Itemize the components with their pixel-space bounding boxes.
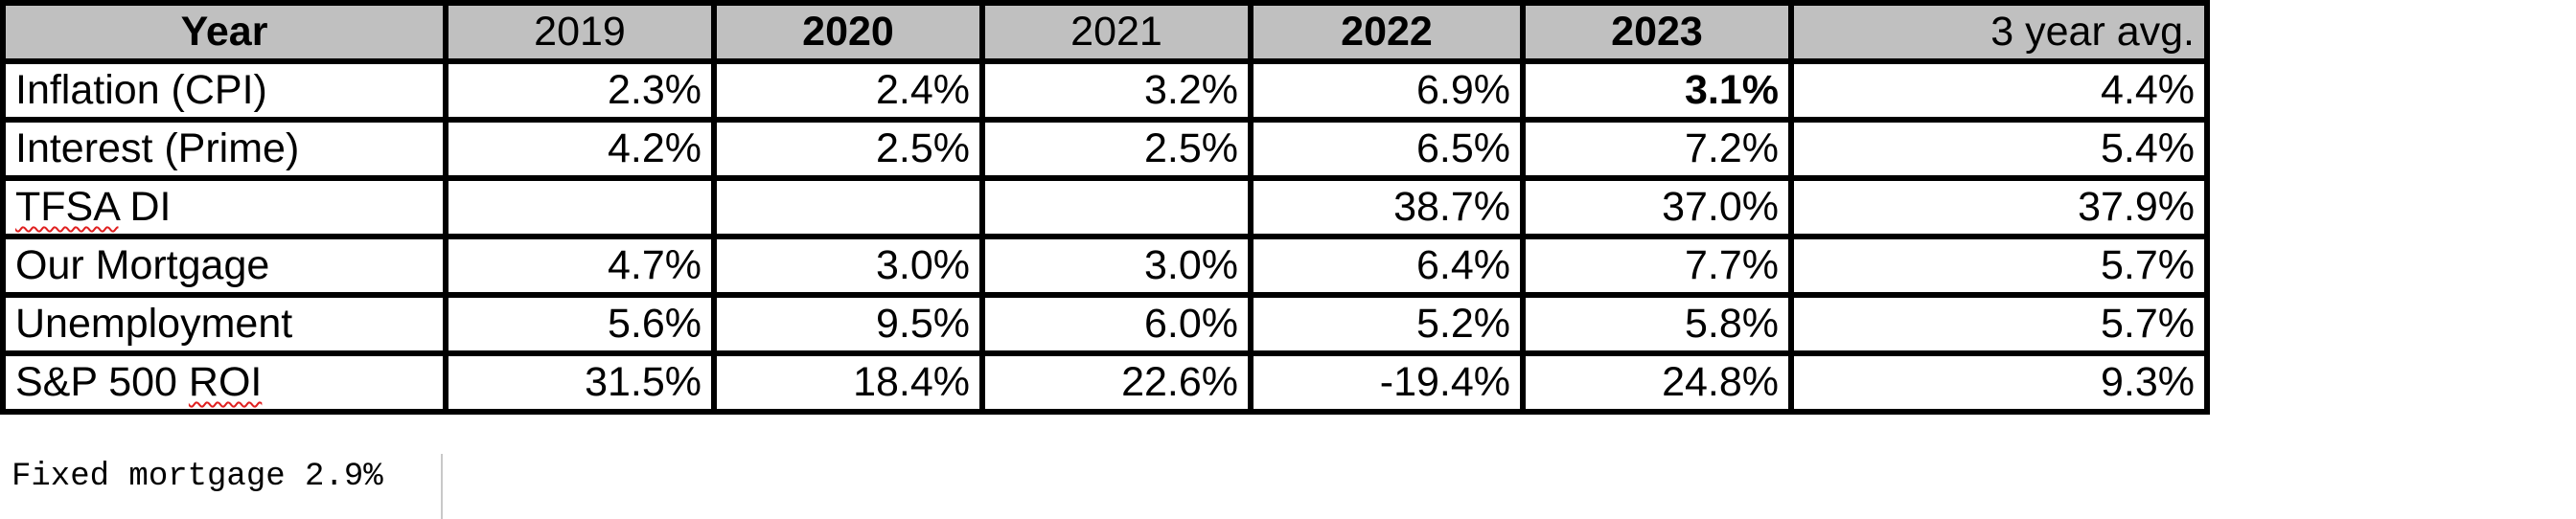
table-row: Unemployment 5.6% 9.5% 6.0% 5.2% 5.8% 5.… bbox=[0, 292, 2210, 356]
table-cell[interactable]: 9.5% bbox=[711, 292, 985, 356]
table-cell[interactable]: 4.2% bbox=[443, 117, 717, 181]
table-cell[interactable] bbox=[979, 175, 1254, 239]
table-cell[interactable]: 4.4% bbox=[1788, 58, 2210, 123]
table-cell[interactable]: 4.7% bbox=[443, 234, 717, 298]
table-cell[interactable]: 7.2% bbox=[1520, 117, 1794, 181]
table-cell[interactable]: 3.0% bbox=[979, 234, 1254, 298]
table-cell[interactable]: 2.4% bbox=[711, 58, 985, 123]
table-cell[interactable]: 7.7% bbox=[1520, 234, 1794, 298]
table-cell[interactable]: 5.2% bbox=[1248, 292, 1526, 356]
header-3-year-avg[interactable]: 3 year avg. bbox=[1788, 0, 2210, 64]
header-2022[interactable]: 2022 bbox=[1248, 0, 1526, 64]
table-cell[interactable]: 38.7% bbox=[1248, 175, 1526, 239]
label-text: S&P 500 bbox=[15, 359, 189, 405]
table-cell[interactable]: 3.0% bbox=[711, 234, 985, 298]
table-cell[interactable]: 18.4% bbox=[711, 350, 985, 415]
row-label-interest[interactable]: Interest (Prime) bbox=[0, 117, 448, 181]
table-cell[interactable]: 6.9% bbox=[1248, 58, 1526, 123]
table-cell[interactable]: 2.5% bbox=[711, 117, 985, 181]
header-2020[interactable]: 2020 bbox=[711, 0, 985, 64]
table-cell[interactable] bbox=[711, 175, 985, 239]
table-cell[interactable]: 37.9% bbox=[1788, 175, 2210, 239]
table-cell[interactable]: 5.8% bbox=[1520, 292, 1794, 356]
table-row: S&P 500 ROI 31.5% 18.4% 22.6% -19.4% 24.… bbox=[0, 350, 2210, 415]
label-text: DI bbox=[118, 184, 172, 230]
table-row: Interest (Prime) 4.2% 2.5% 2.5% 6.5% 7.2… bbox=[0, 117, 2210, 181]
row-label-tfsa[interactable]: TFSA DI bbox=[0, 175, 448, 239]
header-2023[interactable]: 2023 bbox=[1520, 0, 1794, 64]
table-cell[interactable]: 5.6% bbox=[443, 292, 717, 356]
mortgage-note-cell[interactable]: Fixed mortgage 2.9% bbox=[0, 454, 443, 519]
table-cell[interactable]: 5.7% bbox=[1788, 292, 2210, 356]
table-cell[interactable]: 6.5% bbox=[1248, 117, 1526, 181]
table-cell[interactable] bbox=[443, 175, 717, 239]
table-cell[interactable]: 2.5% bbox=[979, 117, 1254, 181]
table-row: Inflation (CPI) 2.3% 2.4% 3.2% 6.9% 3.1%… bbox=[0, 58, 2210, 123]
row-label-mortgage[interactable]: Our Mortgage bbox=[0, 234, 448, 298]
table-cell-selected[interactable]: 3.1% bbox=[1520, 58, 1794, 123]
table-cell[interactable]: -19.4% bbox=[1248, 350, 1526, 415]
table-cell[interactable]: 37.0% bbox=[1520, 175, 1794, 239]
table-row: TFSA DI 38.7% 37.0% 37.9% bbox=[0, 175, 2210, 239]
table-cell[interactable]: 9.3% bbox=[1788, 350, 2210, 415]
spellcheck-word: TFSA bbox=[15, 184, 119, 230]
spellcheck-word: ROI bbox=[188, 359, 263, 405]
header-2019[interactable]: 2019 bbox=[443, 0, 717, 64]
table-cell[interactable]: 6.4% bbox=[1248, 234, 1526, 298]
table-row: Our Mortgage 4.7% 3.0% 3.0% 6.4% 7.7% 5.… bbox=[0, 234, 2210, 298]
table-cell[interactable]: 2.3% bbox=[443, 58, 717, 123]
row-label-sp500[interactable]: S&P 500 ROI bbox=[0, 350, 448, 415]
header-row: Year 2019 2020 2021 2022 2023 3 year avg… bbox=[0, 0, 2210, 64]
table-cell[interactable]: 31.5% bbox=[443, 350, 717, 415]
row-label-inflation[interactable]: Inflation (CPI) bbox=[0, 58, 448, 123]
table-cell[interactable]: 3.2% bbox=[979, 58, 1254, 123]
table-cell[interactable]: 5.7% bbox=[1788, 234, 2210, 298]
table-cell[interactable]: 24.8% bbox=[1520, 350, 1794, 415]
economic-data-table: Year 2019 2020 2021 2022 2023 3 year avg… bbox=[0, 0, 2210, 415]
header-2021[interactable]: 2021 bbox=[979, 0, 1254, 64]
table-cell[interactable]: 5.4% bbox=[1788, 117, 2210, 181]
spreadsheet: Year 2019 2020 2021 2022 2023 3 year avg… bbox=[0, 0, 2210, 415]
table-cell[interactable]: 6.0% bbox=[979, 292, 1254, 356]
table-cell[interactable]: 22.6% bbox=[979, 350, 1254, 415]
row-label-unemployment[interactable]: Unemployment bbox=[0, 292, 448, 356]
header-year[interactable]: Year bbox=[0, 0, 448, 64]
